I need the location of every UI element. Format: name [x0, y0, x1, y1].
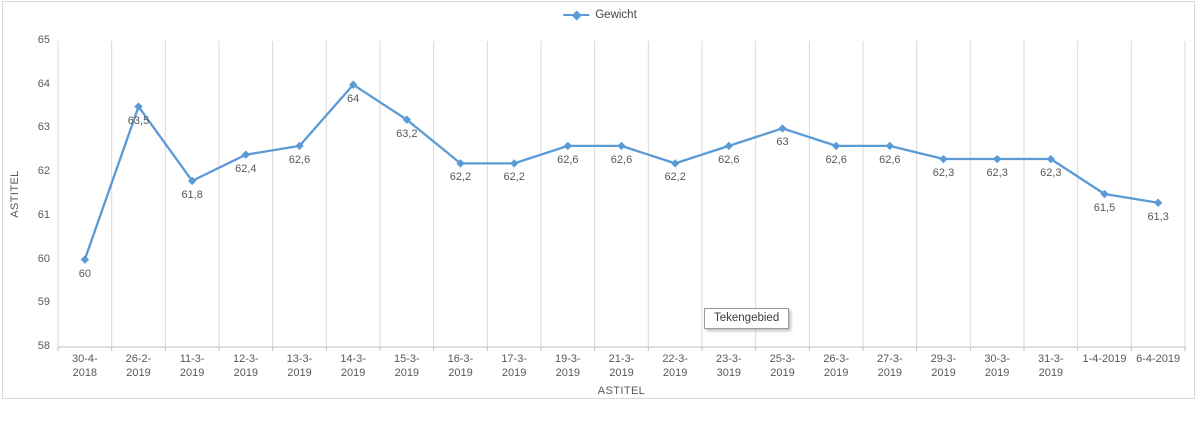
x-tick-label: 30-3- 2019: [984, 353, 1010, 379]
x-tick-label: 26-2- 2019: [125, 353, 152, 379]
x-tick-label: 1-4-2019: [1082, 353, 1127, 365]
x-tick-label: 17-3- 2019: [501, 353, 527, 379]
data-point-marker[interactable]: [992, 154, 1002, 164]
data-point-label: 62,6: [557, 153, 579, 166]
x-tick-label: 22-3- 2019: [662, 353, 688, 379]
data-point-marker[interactable]: [831, 141, 841, 151]
y-tick-label: 59: [37, 296, 50, 309]
x-tick-label: 13-3- 2019: [286, 353, 313, 379]
x-tick-label: 12-3- 2019: [232, 353, 259, 379]
data-point-marker[interactable]: [509, 159, 519, 168]
x-tick-label: 11-3- 2019: [179, 353, 205, 379]
data-point-label: 63: [776, 136, 789, 149]
data-point-label: 62,6: [879, 153, 901, 166]
data-point-marker[interactable]: [885, 141, 895, 151]
data-point-label: 62,6: [610, 153, 633, 166]
data-point-marker[interactable]: [348, 80, 358, 89]
x-tick-label: 30-4- 2018: [71, 353, 98, 379]
x-tick-label: 16-3- 2019: [447, 353, 474, 379]
data-point-label: 60: [78, 267, 91, 280]
data-point-marker[interactable]: [1153, 198, 1163, 207]
x-tick-label: 29-3- 2019: [930, 353, 957, 379]
x-tick-label: 23-3- 3019: [715, 353, 742, 379]
legend-line-sample: [563, 10, 590, 20]
data-point-marker[interactable]: [670, 159, 680, 168]
data-point-label: 63,2: [396, 127, 418, 140]
x-tick-label: 27-3- 2019: [876, 353, 903, 379]
x-tick-label: 31-3- 2019: [1037, 353, 1064, 379]
data-point-marker[interactable]: [456, 159, 465, 168]
data-point-label: 62,2: [503, 171, 525, 184]
data-point-label: 61,3: [1147, 210, 1169, 223]
data-point-marker[interactable]: [187, 176, 197, 186]
chart-frame: [2, 1, 1195, 399]
legend[interactable]: Gewicht: [563, 9, 637, 21]
y-tick-label: 64: [37, 77, 50, 90]
data-point-label: 62,2: [449, 171, 472, 184]
data-point-marker[interactable]: [241, 150, 251, 159]
data-point-label: 61,8: [181, 188, 203, 201]
x-tick-label: 21-3- 2019: [608, 353, 635, 379]
data-point-label: 62,2: [664, 171, 686, 184]
data-point-label: 62,3: [1040, 167, 1062, 180]
data-point-marker[interactable]: [724, 141, 734, 151]
y-tick-label: 65: [37, 34, 50, 46]
x-tick-label: 14-3- 2019: [340, 353, 366, 379]
data-point-marker[interactable]: [80, 255, 90, 264]
data-point-label: 63,5: [127, 114, 150, 127]
data-point-marker[interactable]: [134, 102, 143, 111]
y-tick-label: 58: [37, 340, 50, 352]
data-point-marker[interactable]: [1100, 189, 1109, 199]
data-point-marker[interactable]: [563, 141, 573, 151]
x-tick-label: 25-3- 2019: [769, 353, 796, 379]
y-tick-label: 60: [37, 252, 50, 265]
data-point-label: 62,3: [986, 167, 1008, 180]
data-point-label: 62,6: [718, 153, 740, 166]
data-point-label: 64: [347, 92, 360, 105]
y-tick-label: 62: [37, 165, 50, 178]
y-tick-label: 63: [37, 121, 50, 134]
data-point-marker[interactable]: [402, 115, 412, 124]
x-tick-label: 15-3- 2019: [393, 353, 420, 379]
x-tick-label: 26-3- 2019: [823, 353, 849, 379]
y-tick-label: 61: [37, 208, 50, 221]
data-point-label: 61,5: [1093, 202, 1116, 214]
data-point-marker[interactable]: [1046, 154, 1056, 164]
data-point-label: 62,4: [235, 162, 257, 175]
data-point-label: 62,6: [288, 153, 311, 166]
data-point-marker[interactable]: [617, 141, 626, 151]
data-point-marker[interactable]: [778, 124, 787, 133]
x-tick-label: 6-4-2019: [1136, 353, 1181, 365]
legend-label: Gewicht: [595, 9, 637, 21]
data-point-label: 62,6: [825, 153, 847, 166]
x-tick-label: 19-3- 2019: [554, 353, 581, 379]
data-point-label: 62,3: [932, 167, 955, 180]
data-point-marker[interactable]: [939, 154, 948, 164]
y-axis-title: ASTITEL: [9, 170, 21, 218]
x-axis-title: ASTITEL: [597, 385, 646, 397]
plot-area-tooltip: Tekengebied: [704, 308, 790, 329]
data-point-marker[interactable]: [295, 141, 304, 151]
